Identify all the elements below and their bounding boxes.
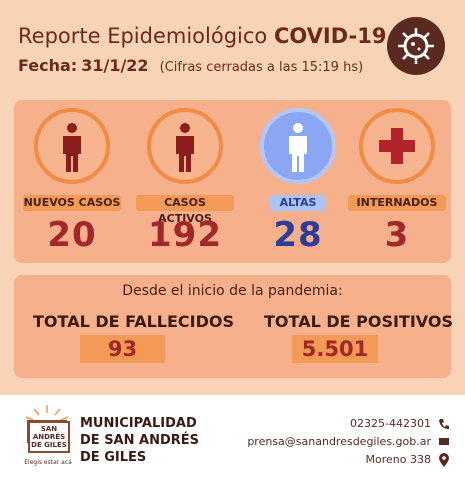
org-line: DE GILES	[80, 450, 147, 465]
virus-icon	[387, 17, 445, 75]
contact-icons	[439, 419, 449, 467]
logo-text: SAN	[40, 425, 58, 433]
total-value: 5.501	[292, 335, 378, 363]
stat-value: 28	[273, 215, 323, 255]
stat-icon	[260, 108, 336, 184]
footer: SAN ANDRÉS DE GILES Elegís estar acá MUN…	[0, 395, 465, 477]
slogan: Elegís estar acá	[24, 459, 72, 466]
stat-value: 3	[384, 215, 410, 255]
totals-intro: Desde el inicio de la pandemia:	[122, 283, 343, 299]
date-line: Fecha: 31/1/22 (Cifras cerradas a las 15:…	[18, 56, 363, 75]
stat-label: NUEVOS CASOS	[23, 195, 121, 211]
address: Moreno 338	[365, 453, 431, 466]
stat-label: ALTAS	[270, 195, 326, 211]
total-value: 93	[80, 335, 165, 363]
stat-icon	[34, 108, 110, 184]
email: prensa@sanandresdegiles.gob.ar	[247, 435, 431, 448]
org: MUNICIPALIDAD DE SAN ANDRÉS DE GILES	[80, 415, 199, 466]
total-label: TOTAL DE POSITIVOS	[264, 312, 454, 331]
phone: 02325-442301	[350, 417, 431, 430]
stat-value: 20	[47, 215, 97, 255]
total-label: TOTAL DE FALLECIDOS	[33, 312, 235, 331]
stat-label: CASOS ACTIVOS	[136, 195, 234, 225]
logo: SAN ANDRÉS DE GILES	[28, 421, 70, 453]
org-line: DE SAN ANDRÉS	[80, 433, 200, 448]
date-label: Fecha:	[18, 56, 78, 75]
stat-icon	[147, 108, 223, 184]
title-bold: COVID-19	[273, 24, 387, 48]
org-line: MUNICIPALIDAD	[80, 416, 197, 431]
title-text: Reporte Epidemiológico	[18, 24, 268, 48]
stat-value: 192	[148, 215, 222, 255]
logo-text: DE GILES	[31, 441, 67, 449]
logo-text: ANDRÉS	[32, 433, 66, 441]
stat-label: INTERNADOS	[348, 195, 446, 211]
note: (Cifras cerradas a las 15:19 hs)	[159, 60, 364, 75]
date: 31/1/22	[81, 56, 149, 75]
title: Reporte Epidemiológico COVID-19	[18, 24, 387, 48]
stat-icon	[359, 108, 435, 184]
